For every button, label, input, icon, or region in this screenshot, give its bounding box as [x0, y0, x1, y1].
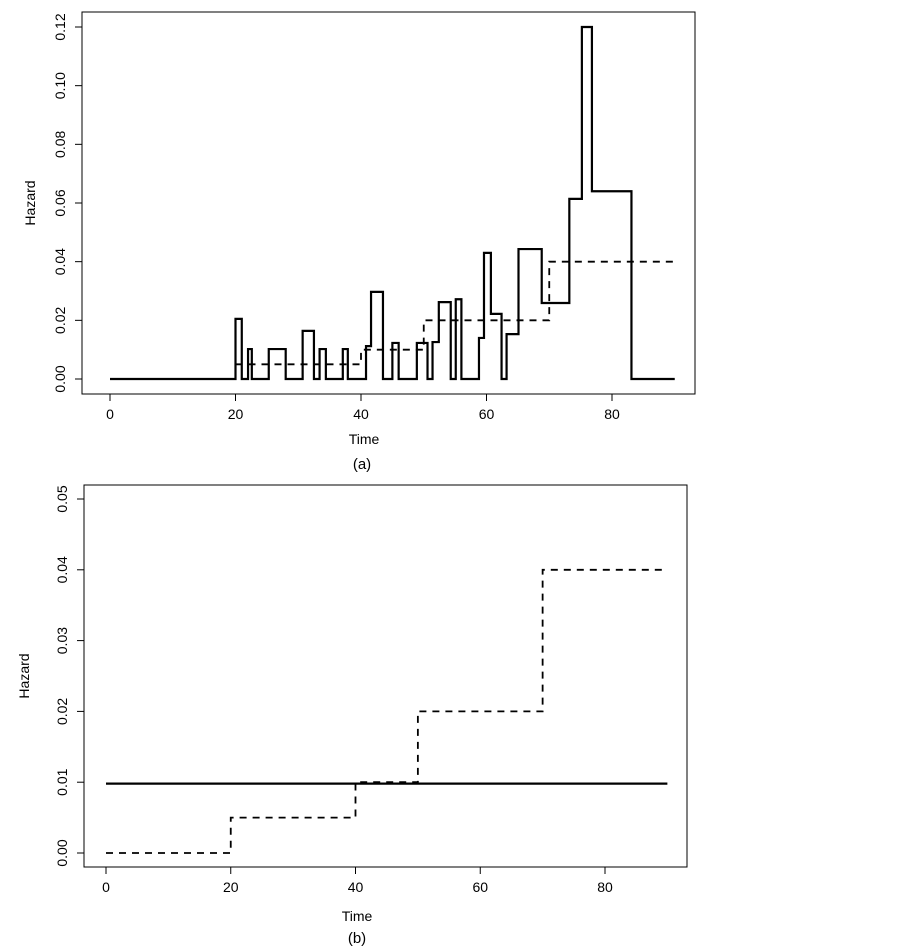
x-tick-label: 60: [472, 879, 488, 895]
y-tick-label: 0.00: [52, 365, 68, 392]
x-tick-label: 0: [102, 879, 110, 895]
x-tick-label: 80: [604, 406, 620, 422]
dashed-series-line: [106, 568, 668, 854]
x-tick-label: 80: [597, 879, 613, 895]
y-tick-label: 0.10: [52, 72, 68, 99]
y-tick-label: 0.01: [54, 768, 70, 795]
panel-caption: (a): [353, 456, 371, 473]
y-tick-label: 0.00: [54, 839, 70, 866]
x-tick-label: 40: [348, 879, 364, 895]
y-tick-label: 0.02: [52, 306, 68, 333]
y-tick-label: 0.03: [54, 627, 70, 654]
y-tick-label: 0.02: [54, 698, 70, 725]
x-axis-label: Time: [349, 431, 380, 447]
y-tick-label: 0.04: [52, 248, 68, 275]
y-axis-label: Hazard: [16, 653, 32, 698]
plot-frame: [81, 11, 696, 395]
x-tick-label: 60: [479, 406, 495, 422]
panel-caption: (b): [348, 930, 366, 947]
solid-series-line: [110, 25, 675, 381]
y-axis-label: Hazard: [22, 180, 38, 225]
y-tick-label: 0.06: [52, 189, 68, 216]
plot-frame: [83, 484, 688, 868]
y-tick-label: 0.12: [52, 13, 68, 40]
x-axis-label: Time: [342, 908, 373, 924]
y-tick-label: 0.04: [54, 556, 70, 583]
x-tick-label: 40: [353, 406, 369, 422]
x-tick-label: 20: [223, 879, 239, 895]
dashed-series-line: [235, 260, 675, 366]
x-tick-label: 0: [106, 406, 114, 422]
y-tick-label: 0.05: [54, 485, 70, 512]
panel-a: Time Hazard (a) 0 20 40 60 80 0.00 0.02 0.04 0.0…: [22, 11, 696, 473]
y-tick-label: 0.08: [52, 130, 68, 157]
panel-b: Time Hazard (b) 0 20 40 60 80 0.00 0.01 0.02 0.0…: [16, 484, 688, 947]
x-tick-label: 20: [228, 406, 244, 422]
